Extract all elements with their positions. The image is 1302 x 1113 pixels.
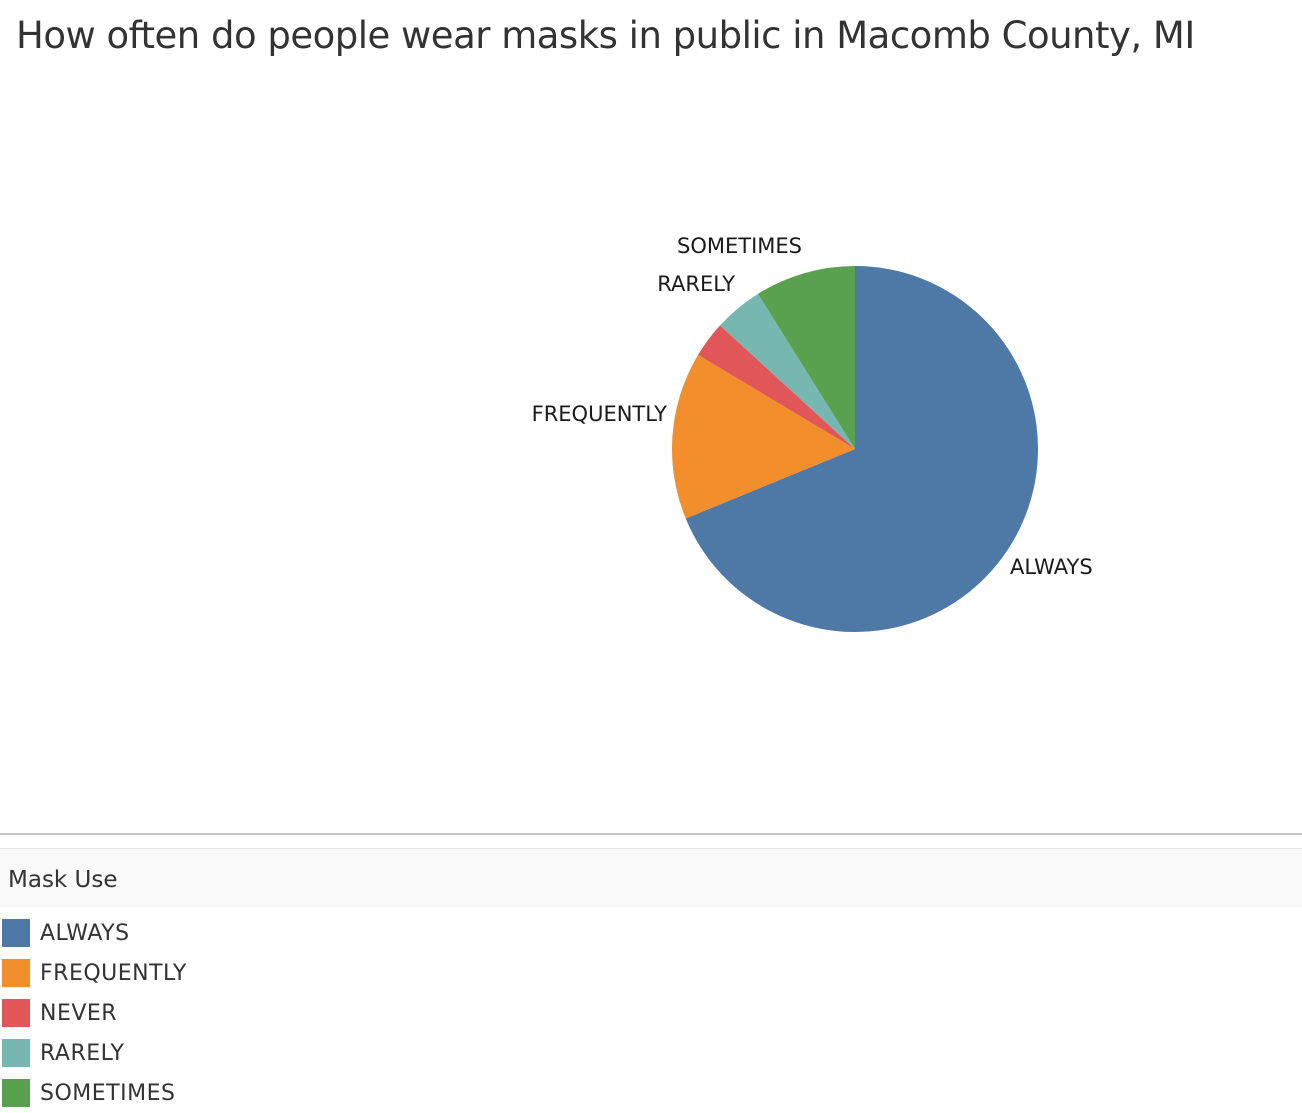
pie-slice-never[interactable] [698,325,855,449]
legend-label-frequently: FREQUENTLY [40,960,187,986]
legend-item-always[interactable]: ALWAYS [0,913,187,953]
legend-swatch-always [2,919,30,947]
legend-item-frequently[interactable]: FREQUENTLY [0,953,187,993]
legend-label-sometimes: SOMETIMES [40,1080,176,1106]
legend-items: ALWAYS FREQUENTLY NEVER RARELY SOMETIMES [0,913,187,1113]
legend-item-never[interactable]: NEVER [0,993,187,1033]
legend-label-rarely: RARELY [40,1040,125,1066]
legend-swatch-sometimes [2,1079,30,1107]
slice-label-sometimes: SOMETIMES [677,234,802,258]
legend-divider [0,833,1302,835]
chart-title: How often do people wear masks in public… [16,14,1195,57]
pie-chart: ALWAYS FREQUENTLY RARELY SOMETIMES [532,234,1093,632]
legend: Mask Use ALWAYS FREQUENTLY NEVER RARELY … [0,848,1302,1111]
legend-title: Mask Use [8,867,118,893]
pie-slice-sometimes[interactable] [757,266,855,449]
slice-label-frequently: FREQUENTLY [532,402,668,426]
legend-swatch-rarely [2,1039,30,1067]
pie-slice-frequently[interactable] [672,354,855,519]
legend-label-never: NEVER [40,1000,118,1026]
legend-label-always: ALWAYS [40,920,130,946]
slice-label-always: ALWAYS [1010,555,1093,579]
pie-slice-always[interactable] [685,266,1038,632]
slice-label-rarely: RARELY [657,272,735,296]
legend-header: Mask Use [0,849,1302,907]
legend-item-sometimes[interactable]: SOMETIMES [0,1073,187,1113]
pie-slice-rarely[interactable] [720,293,855,449]
legend-item-rarely[interactable]: RARELY [0,1033,187,1073]
legend-swatch-frequently [2,959,30,987]
legend-swatch-never [2,999,30,1027]
chart-area: ALWAYS FREQUENTLY RARELY SOMETIMES [532,234,1093,632]
